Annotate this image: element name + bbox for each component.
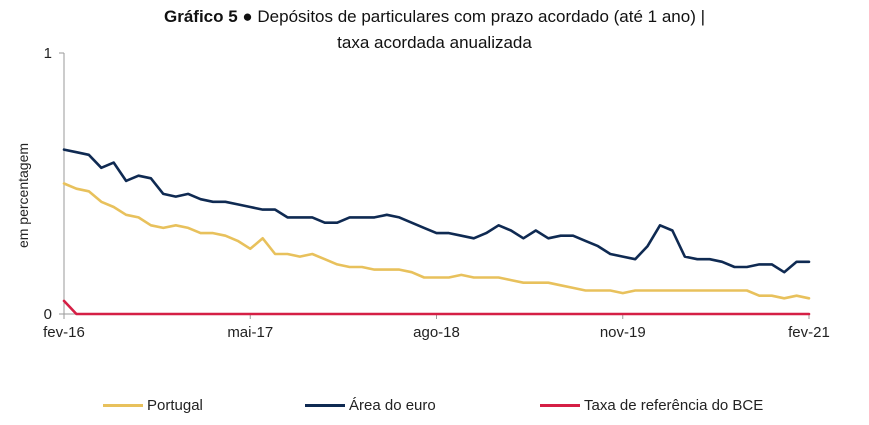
y-axis-title: em percentagem	[15, 143, 31, 248]
x-tick-label: ago-18	[413, 324, 460, 341]
chart-title-text-line1: Depósitos de particulares com prazo acor…	[257, 7, 706, 26]
x-tick-label: nov-19	[600, 324, 646, 341]
chart-axes	[59, 52, 810, 319]
x-tick-label: fev-16	[43, 324, 85, 341]
chart-labels-layer: 0 1 fev-16 mai-17 ago-18 nov-19 fev-21 em perce…	[15, 45, 830, 341]
y-tick-label: 1	[44, 45, 52, 62]
legend-swatch-area-euro	[305, 403, 345, 407]
legend-item-area-euro: Área do euro	[305, 394, 436, 416]
line-chart: 0 1 fev-16 mai-17 ago-18 nov-19 fev-21 em perce…	[15, 45, 830, 341]
chart-series-layer	[62, 148, 811, 316]
legend-swatch-portugal	[103, 403, 143, 407]
legend-label-bce: Taxa de referência do BCE	[584, 396, 764, 414]
legend-item-portugal: Portugal	[103, 394, 203, 416]
series-line-taxa-de-refer-ncia-do-bce	[62, 299, 811, 316]
chart-title-lead: Gráfico 5 ●	[163, 7, 253, 26]
legend-label-portugal: Portugal	[147, 396, 203, 414]
chart-title: Gráfico 5 ● Depósitos de particulares co…	[0, 4, 869, 56]
series-line-portugal	[62, 182, 811, 300]
chart-title-line1: Gráfico 5 ● Depósitos de particulares co…	[0, 4, 869, 30]
chart-legend: Portugal Área do euro Taxa de referência…	[0, 394, 869, 416]
y-tick-label: 0	[44, 306, 52, 323]
x-tick-label: fev-21	[788, 324, 830, 341]
chart-title-text-line2: taxa acordada anualizada	[337, 33, 532, 52]
legend-item-bce: Taxa de referência do BCE	[540, 394, 763, 416]
x-tick-label: mai-17	[227, 324, 273, 341]
series-line--rea-do-euro	[62, 148, 811, 274]
legend-label-area-euro: Área do euro	[349, 396, 436, 414]
legend-swatch-bce	[540, 403, 580, 407]
